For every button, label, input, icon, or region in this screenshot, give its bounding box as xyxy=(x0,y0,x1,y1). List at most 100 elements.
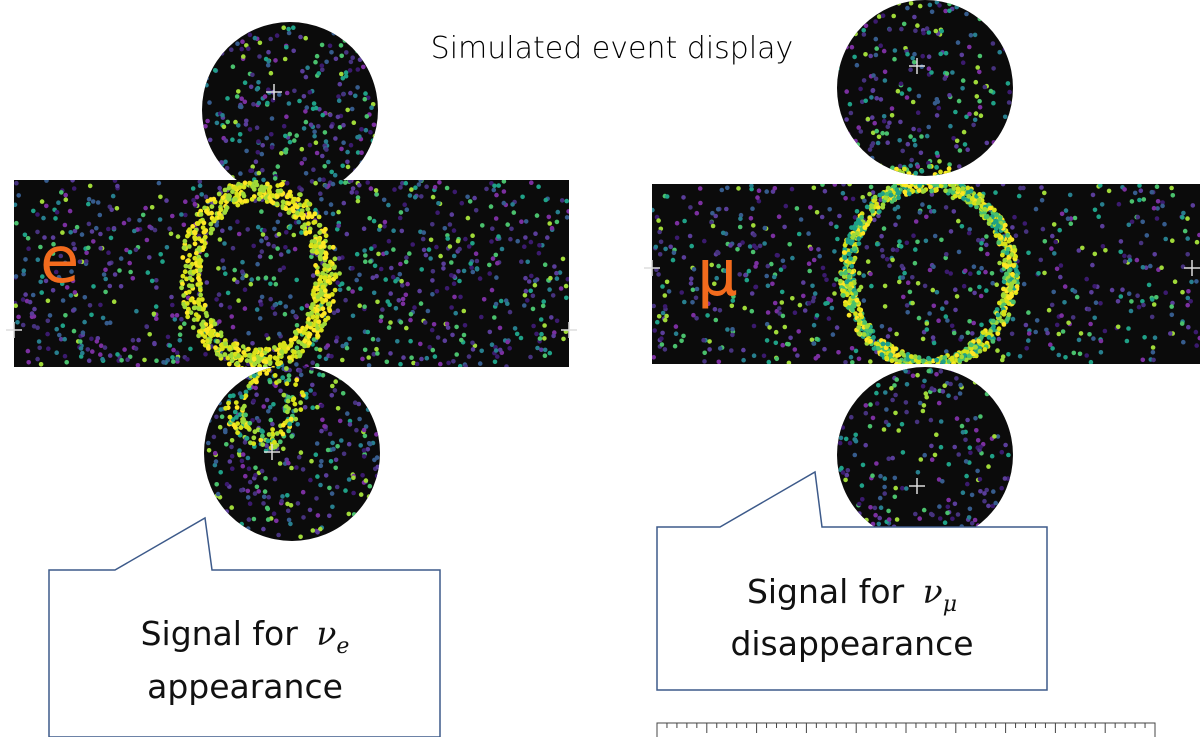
hit xyxy=(738,225,743,230)
hit xyxy=(270,422,275,427)
hit xyxy=(178,338,183,343)
hit xyxy=(376,465,381,470)
hit xyxy=(943,76,948,81)
hit xyxy=(276,220,281,225)
hit xyxy=(942,355,947,360)
hit xyxy=(253,429,258,434)
hit xyxy=(1009,510,1014,515)
hit xyxy=(452,254,457,259)
hit xyxy=(314,496,319,501)
hit xyxy=(207,418,212,423)
hit xyxy=(367,389,372,394)
hit xyxy=(209,231,214,236)
hit xyxy=(1087,307,1092,312)
hit xyxy=(251,244,256,249)
hit xyxy=(874,129,879,134)
hit xyxy=(281,200,286,205)
hit xyxy=(1007,260,1012,265)
hit xyxy=(541,304,546,309)
hit xyxy=(937,401,942,406)
hit xyxy=(264,236,269,241)
hit xyxy=(279,349,284,354)
hit xyxy=(736,186,741,191)
hit xyxy=(898,164,903,169)
hit xyxy=(960,335,965,340)
hit xyxy=(460,201,465,206)
hit xyxy=(418,342,423,347)
hit xyxy=(308,332,313,337)
hit xyxy=(375,300,380,305)
hit xyxy=(409,355,414,360)
hit xyxy=(775,357,780,362)
hit xyxy=(233,197,238,202)
hit xyxy=(948,366,953,371)
hit xyxy=(231,379,236,384)
hit xyxy=(260,168,265,173)
hit xyxy=(884,420,889,425)
hit xyxy=(749,216,754,221)
hit xyxy=(88,303,93,308)
hit xyxy=(419,194,424,199)
hit xyxy=(369,246,374,251)
hit xyxy=(323,318,328,323)
hit xyxy=(946,170,951,175)
hit xyxy=(260,249,265,254)
hit xyxy=(924,362,929,367)
hit xyxy=(385,299,390,304)
hit xyxy=(273,373,278,378)
hit xyxy=(841,399,846,404)
hit xyxy=(386,203,391,208)
hit xyxy=(911,127,916,132)
hit xyxy=(1000,450,1005,455)
hit xyxy=(288,294,293,299)
hit xyxy=(84,259,89,264)
hit xyxy=(315,405,320,410)
hit xyxy=(920,178,925,183)
hit xyxy=(953,110,958,115)
hit xyxy=(108,353,113,358)
hit xyxy=(807,261,812,266)
hit xyxy=(1050,234,1055,239)
hit xyxy=(280,494,285,499)
hit xyxy=(23,233,28,238)
hit xyxy=(1173,279,1178,284)
hit xyxy=(356,381,361,386)
hit xyxy=(720,188,725,193)
hit xyxy=(928,3,933,8)
hit xyxy=(217,401,222,406)
hit xyxy=(989,378,994,383)
hit xyxy=(470,233,475,238)
hit xyxy=(673,344,678,349)
hit xyxy=(305,65,310,70)
hit xyxy=(14,221,19,226)
hit xyxy=(665,280,670,285)
hit xyxy=(196,299,201,304)
hit xyxy=(239,395,244,400)
hit xyxy=(345,160,350,165)
hit xyxy=(880,131,885,136)
hit xyxy=(292,138,297,143)
hit xyxy=(1051,290,1056,295)
hit xyxy=(283,57,288,62)
hit xyxy=(252,362,257,367)
hit xyxy=(215,352,220,357)
hit xyxy=(950,367,955,372)
hit xyxy=(260,21,265,26)
hit xyxy=(234,400,239,405)
hit xyxy=(231,246,236,251)
hit xyxy=(929,444,934,449)
hit xyxy=(329,170,334,175)
hit xyxy=(301,490,306,495)
hit xyxy=(1009,252,1014,257)
hit xyxy=(243,181,248,186)
hit xyxy=(251,399,256,404)
hit xyxy=(459,338,464,343)
hit xyxy=(951,171,956,176)
hit xyxy=(90,349,95,354)
hit xyxy=(260,143,265,148)
hit xyxy=(978,54,983,59)
hit xyxy=(917,128,922,133)
hit xyxy=(813,291,818,296)
hit xyxy=(98,213,103,218)
hit xyxy=(934,178,939,183)
